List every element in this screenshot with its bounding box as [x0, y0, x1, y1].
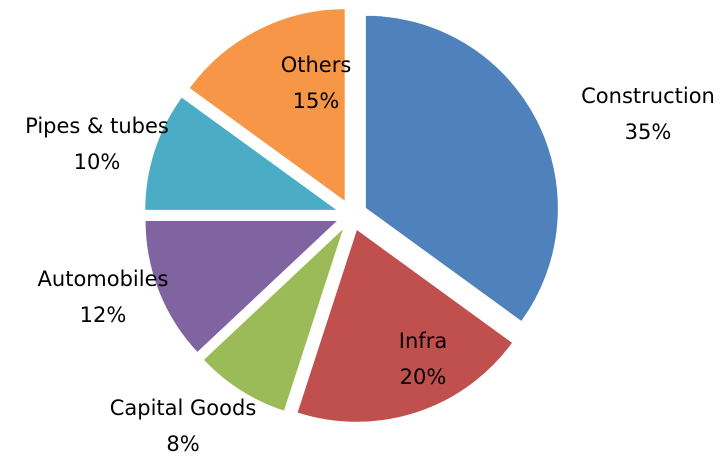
- slice-labels: Construction 35% Infra 20% Capital Goods 8% Au…: [25, 53, 715, 456]
- pie-slice-construction: [364, 14, 559, 323]
- pie-slice-infra: [296, 228, 514, 423]
- pie-slice-capital-goods: [202, 227, 345, 412]
- slice-label-automobiles: Automobiles 12%: [38, 267, 169, 327]
- slice-percent: 15%: [293, 89, 340, 113]
- slice-name: Construction: [581, 84, 715, 108]
- pie-slice-others: [188, 8, 346, 203]
- slice-label-infra: Infra 20%: [399, 329, 447, 389]
- slice-percent: 20%: [400, 365, 447, 389]
- slice-label-capital-goods: Capital Goods 8%: [110, 396, 257, 456]
- slice-percent: 8%: [166, 432, 199, 456]
- slice-percent: 35%: [625, 120, 672, 144]
- slice-name: Infra: [399, 329, 447, 353]
- slice-name: Automobiles: [38, 267, 169, 291]
- slice-label-pipes-and-tubes: Pipes & tubes 10%: [25, 114, 169, 174]
- slice-label-others: Others 15%: [281, 53, 352, 113]
- pie-slice-pipes-and-tubes: [144, 96, 340, 211]
- pie-slice-automobiles: [144, 220, 340, 354]
- slice-name: Pipes & tubes: [25, 114, 169, 138]
- slice-label-construction: Construction 35%: [581, 84, 715, 144]
- slice-percent: 12%: [80, 303, 127, 327]
- pie-slices: [144, 8, 559, 423]
- slice-name: Others: [281, 53, 352, 77]
- slice-percent: 10%: [74, 150, 121, 174]
- slice-name: Capital Goods: [110, 396, 257, 420]
